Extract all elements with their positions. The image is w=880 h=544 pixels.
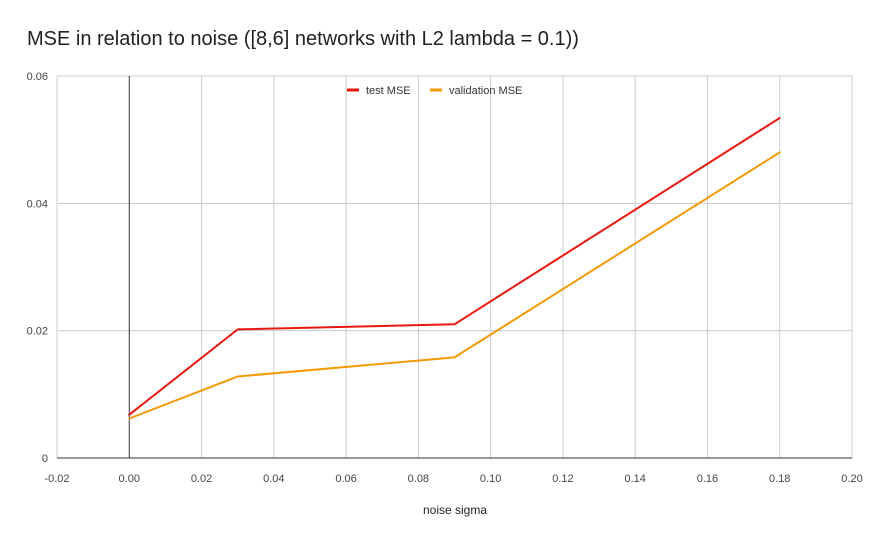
x-tick-label: 0.18 [769, 473, 790, 485]
x-tick-label: 0.20 [841, 473, 862, 485]
grid [56, 75, 853, 458]
series-group [128, 117, 781, 420]
legend-label: test MSE [366, 85, 411, 97]
axes: -0.02 0.00 0.02 0.04 0.06 0.08 0.10 0.12 0.14 0.1… [27, 71, 863, 485]
x-axis-title: noise sigma [423, 503, 487, 517]
series-line-test-mse [128, 117, 781, 416]
y-tick-label: 0.02 [27, 326, 48, 338]
legend: test MSE validation MSE [347, 85, 522, 97]
x-tick-label: 0.00 [119, 473, 140, 485]
x-tick-label: 0.06 [335, 473, 356, 485]
x-tick-label: 0.04 [263, 473, 284, 485]
x-tick-label: 0.14 [624, 473, 645, 485]
x-tick-label: 0.02 [191, 473, 212, 485]
chart-title: MSE in relation to noise ([8,6] networks… [27, 28, 579, 50]
x-tick-label: 0.08 [408, 473, 429, 485]
x-tick-label: 0.12 [552, 473, 573, 485]
y-tick-label: 0.06 [27, 71, 48, 83]
x-tick-label: 0.10 [480, 473, 501, 485]
series-line-validation-mse [128, 151, 781, 420]
x-tick-label: 0.16 [697, 473, 718, 485]
y-tick-label: 0.04 [27, 198, 48, 210]
y-tick-label: 0 [42, 453, 48, 465]
legend-label: validation MSE [449, 85, 522, 97]
x-tick-label: -0.02 [44, 473, 69, 485]
